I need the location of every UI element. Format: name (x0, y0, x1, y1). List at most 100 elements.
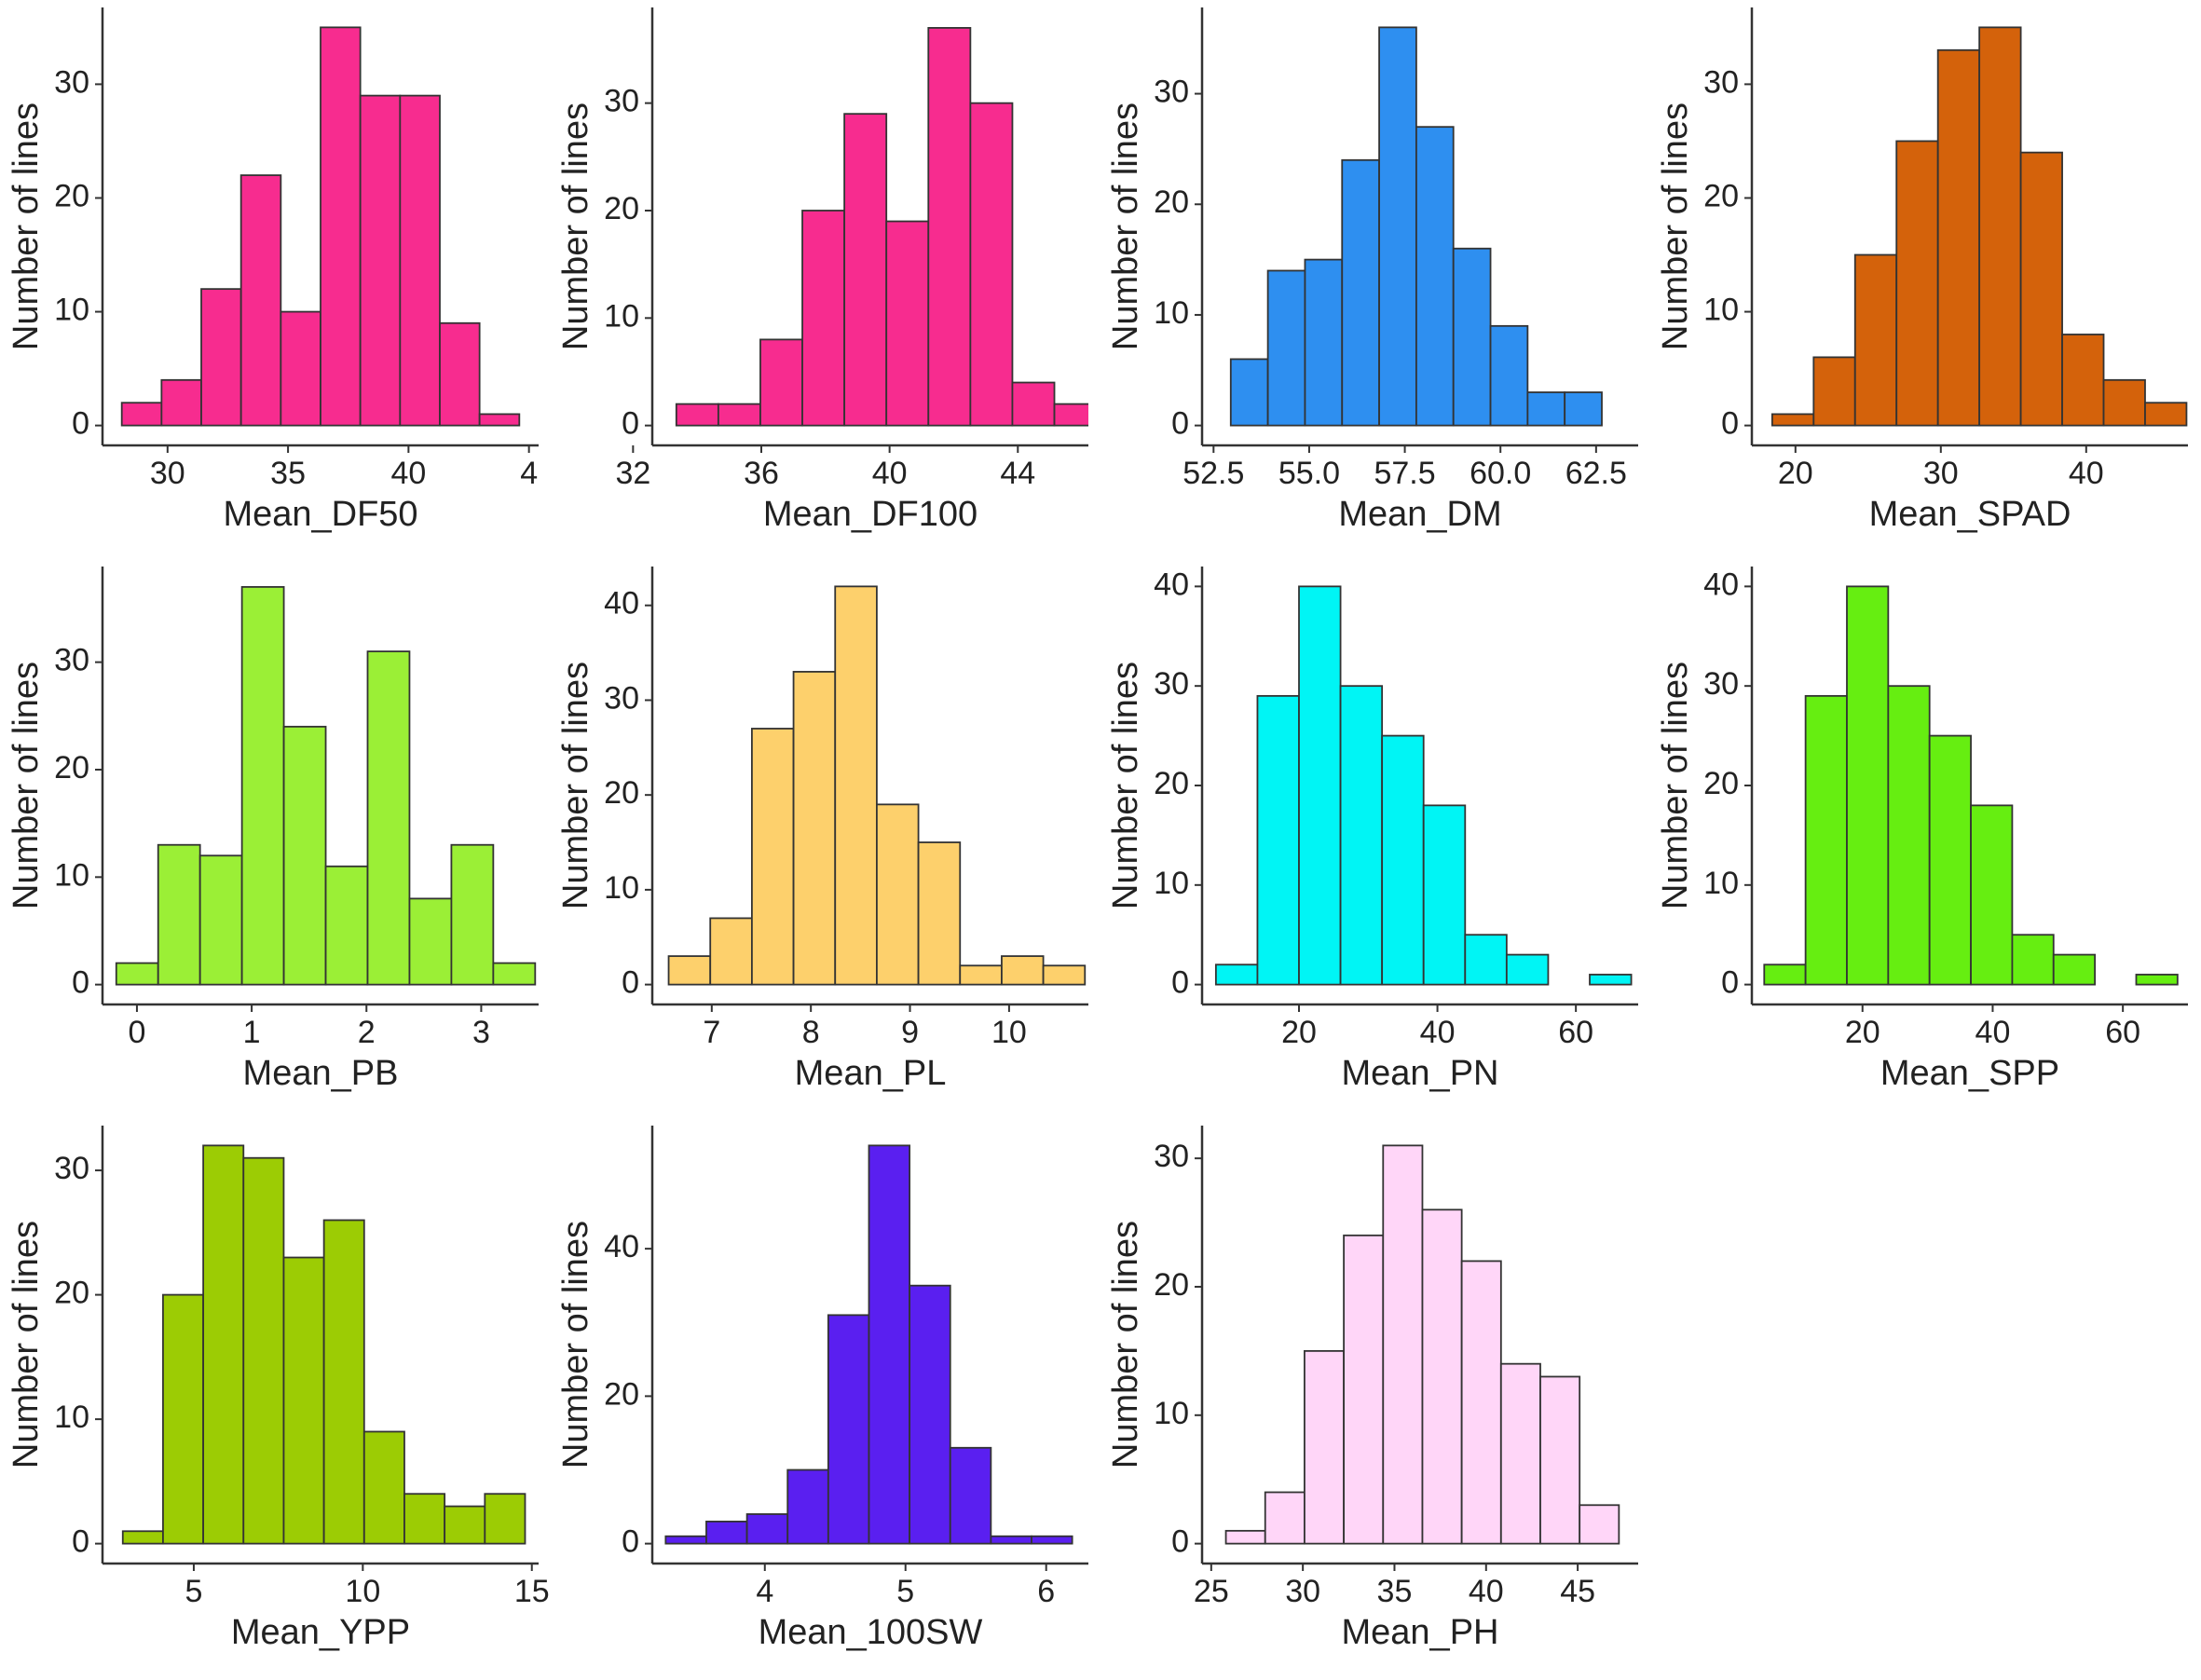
bar (1422, 804, 1467, 986)
x-axis-title: Mean_PL (795, 1054, 947, 1093)
y-axis-title: Number of lines (1106, 1221, 1145, 1468)
x-tick-label: 57.5 (1374, 456, 1435, 491)
bar (2052, 953, 2097, 986)
x-tick-label: 5 (185, 1574, 202, 1609)
bar (927, 27, 972, 427)
bars (1763, 585, 2179, 986)
y-tick-label: 0 (1171, 965, 1189, 1001)
x-tick-label: 62.5 (1565, 456, 1627, 491)
bar (403, 1493, 446, 1545)
y-tick-label: 40 (1703, 567, 1739, 602)
bar (1256, 694, 1300, 986)
x-tick-label: 10 (345, 1574, 380, 1609)
bar (667, 955, 712, 986)
bar (1895, 140, 1939, 427)
y-tick-label: 40 (604, 1229, 639, 1264)
bar (1001, 955, 1045, 986)
histogram-panel: 0 10 20 30 32 36 40 44 Mean_DF100 Number of lines (556, 7, 1088, 534)
x-tick-label: 6 (1037, 1574, 1055, 1609)
x-tick-label: 60.0 (1470, 456, 1531, 491)
histogram-panel: 0 10 20 30 0 1 2 3 Mean_PB Number of lines (7, 567, 539, 1093)
y-tick-label: 20 (1154, 184, 1189, 220)
bar (320, 26, 362, 427)
x-tick-label: 40 (1469, 1574, 1504, 1609)
y-tick-label: 0 (622, 406, 639, 442)
bar (157, 843, 201, 986)
y-tick-label: 30 (54, 1151, 89, 1186)
x-tick-label: 5 (896, 1574, 914, 1609)
x-axis-title: Mean_PH (1342, 1613, 1499, 1652)
histogram-panel: 0 10 20 30 5 10 15 Mean_YPP Number of lines (7, 1126, 550, 1652)
bar (1042, 964, 1087, 986)
bar (717, 403, 761, 427)
x-tick-label: 40 (1975, 1015, 2011, 1050)
y-tick-label: 20 (604, 191, 639, 226)
bars (667, 585, 1087, 986)
y-tick-label: 30 (1703, 666, 1739, 702)
y-tick-label: 10 (604, 298, 639, 334)
bar (322, 1219, 365, 1545)
y-tick-label: 0 (622, 1524, 639, 1560)
bar (1970, 804, 2014, 986)
bars (121, 1144, 526, 1545)
bar (876, 803, 920, 986)
y-tick-label: 40 (604, 586, 639, 621)
x-tick-label: 40 (872, 456, 908, 491)
bar (1887, 685, 1931, 986)
x-tick-label: 45 (1560, 1574, 1595, 1609)
x-axis-title: Mean_DF50 (223, 495, 417, 534)
bar (1489, 324, 1529, 427)
bar (408, 897, 453, 986)
bar (239, 174, 282, 427)
bar (2019, 151, 2063, 427)
bar (1339, 685, 1384, 986)
y-tick-label: 10 (1703, 866, 1739, 901)
x-tick-label: 40 (2069, 456, 2104, 491)
bar (282, 725, 327, 986)
y-tick-label: 20 (1154, 1267, 1189, 1303)
bar (280, 310, 321, 427)
bar (1978, 26, 2022, 427)
bar (990, 1535, 1032, 1545)
y-tick-label: 30 (54, 643, 89, 678)
y-tick-label: 30 (54, 64, 89, 100)
y-tick-label: 30 (1703, 64, 1739, 100)
y-tick-label: 10 (54, 293, 89, 328)
y-tick-label: 30 (604, 84, 639, 119)
y-tick-label: 30 (1154, 1139, 1189, 1174)
bars (1770, 26, 2188, 427)
bars (1229, 26, 1603, 427)
x-axis-title: Mean_SPAD (1869, 495, 2071, 534)
y-tick-label: 10 (1154, 1396, 1189, 1431)
histogram-panel: 0 10 20 30 20 30 40 Mean_SPAD Number of lines (1656, 7, 2188, 534)
bar (162, 1293, 205, 1545)
x-tick-label: 9 (901, 1015, 919, 1050)
x-tick-label: 60 (1558, 1015, 1593, 1050)
bar (1382, 1144, 1424, 1545)
bar (120, 402, 163, 427)
bars (120, 26, 521, 427)
bar (1304, 1349, 1345, 1545)
bar (792, 671, 837, 986)
y-axis-title: Number of lines (1106, 102, 1145, 350)
bars (115, 586, 537, 986)
x-tick-label: 40 (1420, 1015, 1456, 1050)
y-axis-title: Number of lines (7, 1221, 46, 1468)
y-axis-title: Number of lines (1106, 662, 1145, 909)
bar (1763, 963, 1807, 986)
bar (1452, 247, 1492, 427)
bar (750, 728, 795, 986)
bar (200, 288, 242, 427)
y-tick-label: 30 (604, 680, 639, 716)
x-tick-label: 25 (1194, 1574, 1229, 1609)
y-tick-label: 0 (1171, 1524, 1189, 1560)
x-tick-label: 20 (1281, 1015, 1317, 1050)
histogram-panel: 0 10 20 30 40 20 40 60 Mean_PN Number of lines (1106, 567, 1638, 1093)
y-axis-title: Number of lines (556, 662, 595, 909)
bars (1224, 1144, 1620, 1545)
bar (115, 962, 159, 986)
y-axis-title: Number of lines (556, 102, 595, 350)
bar (2135, 974, 2179, 986)
bar (1421, 1209, 1463, 1545)
